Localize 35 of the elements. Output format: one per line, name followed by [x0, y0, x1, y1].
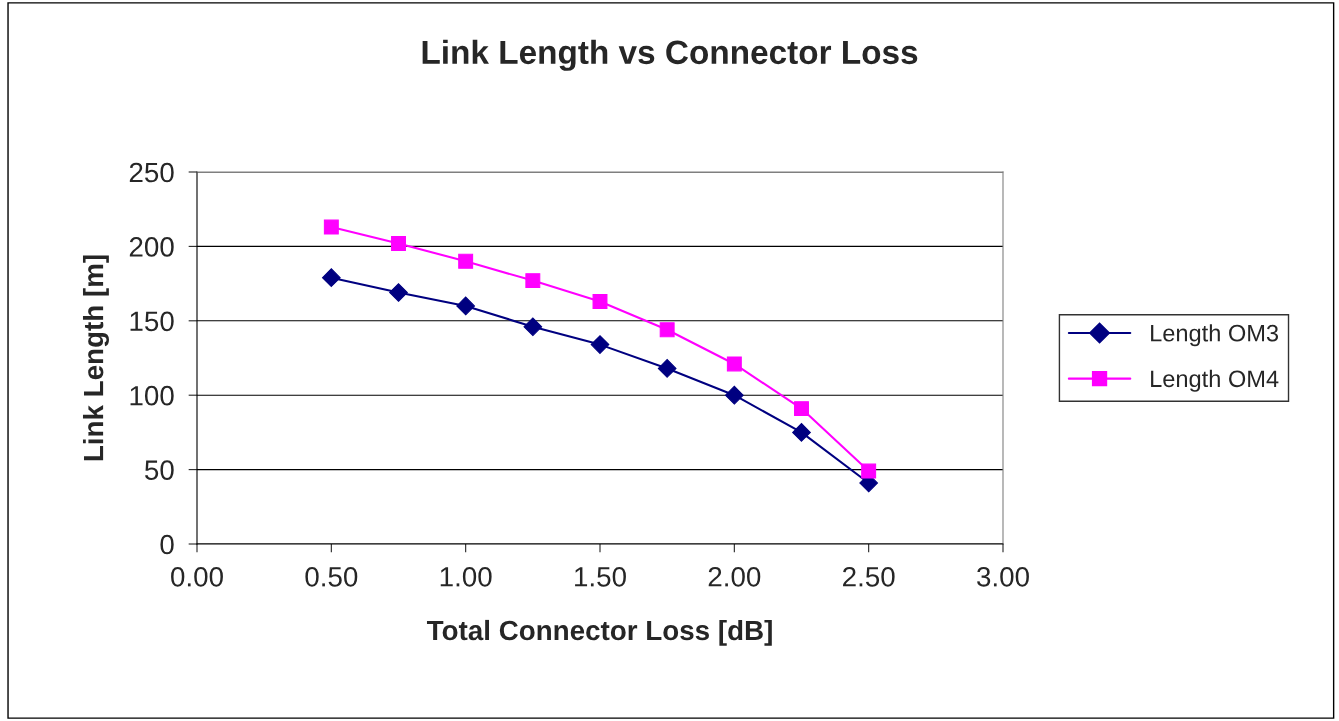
x-tick-label: 2.50 [843, 566, 895, 587]
x-tick-label: 1.50 [575, 566, 626, 587]
point [323, 219, 339, 235]
y-tick-label: 250 [129, 162, 174, 183]
x-tick-label: 3.00 [977, 566, 1029, 587]
x-tick-label: 2.00 [708, 566, 761, 587]
x-tick-label: 0.50 [305, 566, 358, 587]
y-tick-label: 50 [144, 460, 174, 480]
x-tick-label: 0.00 [171, 566, 223, 587]
y-tick-label: 100 [130, 385, 174, 406]
point [794, 401, 809, 417]
y-axis-title: Link Length [m] [82, 255, 109, 461]
point [659, 322, 675, 338]
point [724, 385, 744, 405]
point [657, 359, 677, 378]
point [321, 268, 341, 288]
point [458, 253, 474, 269]
point [792, 423, 811, 442]
point [861, 463, 877, 479]
point [523, 317, 543, 337]
point [456, 296, 476, 316]
y-tick-label: 150 [130, 311, 174, 332]
legend-label: Length OM4 [1151, 369, 1279, 392]
point [391, 235, 406, 251]
y-tick-label: 200 [129, 237, 174, 257]
legend-label: Length OM3 [1151, 324, 1279, 347]
point [592, 293, 608, 309]
chart-title: Link Length vs Connector Loss [422, 39, 918, 71]
x-tick-label: 1.00 [440, 566, 492, 587]
point [525, 273, 541, 289]
y-tick-label: 0 [160, 534, 174, 555]
x-axis-title: Total Connector Loss [dB] [426, 619, 772, 646]
point [590, 335, 610, 354]
point [726, 356, 742, 372]
point [389, 283, 408, 302]
